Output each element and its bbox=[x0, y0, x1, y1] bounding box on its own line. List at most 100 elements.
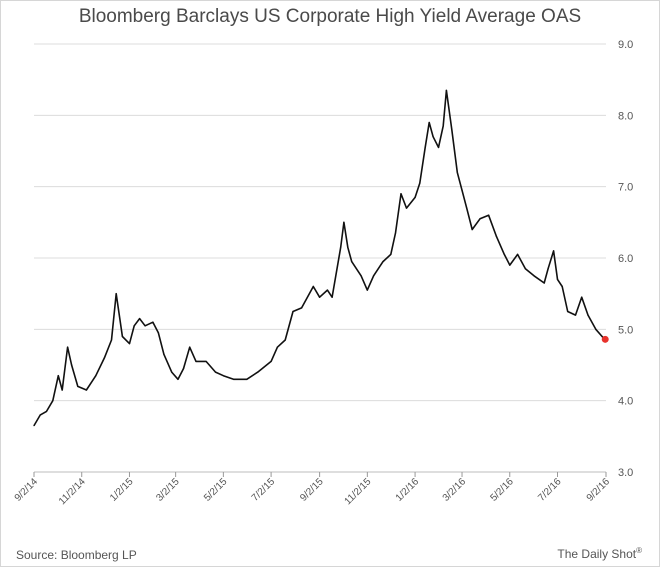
y-tick-label: 5.0 bbox=[618, 324, 633, 336]
data-point bbox=[394, 232, 397, 234]
data-point bbox=[533, 275, 535, 277]
data-point bbox=[331, 296, 333, 298]
y-tick-label: 8.0 bbox=[618, 110, 633, 122]
data-point bbox=[524, 268, 527, 270]
data-point bbox=[70, 364, 73, 366]
data-point bbox=[432, 136, 434, 138]
chart-title: Bloomberg Barclays US Corporate High Yie… bbox=[78, 6, 582, 27]
data-point bbox=[503, 253, 505, 256]
x-tick-label: 5/2/15 bbox=[202, 476, 230, 504]
brand-name: The Daily Shot bbox=[557, 547, 637, 561]
data-point bbox=[292, 310, 294, 313]
x-tick-label: 11/2/14 bbox=[57, 476, 88, 507]
data-point bbox=[587, 314, 589, 316]
data-point bbox=[77, 385, 79, 387]
data-point bbox=[351, 260, 353, 263]
data-point bbox=[471, 228, 473, 231]
x-tick-label: 1/2/15 bbox=[108, 476, 136, 504]
data-point bbox=[556, 278, 559, 280]
y-axis-ticks: 3.0 4.0 5.0 6.0 7.0 8.0 9.0 bbox=[618, 39, 633, 479]
x-axis: 9/2/14 11/2/14 1/2/15 3/2/15 5/2/15 7/2/15 9/2… bbox=[13, 472, 613, 507]
latest-value-marker bbox=[601, 335, 609, 343]
data-point bbox=[152, 321, 154, 323]
data-point bbox=[509, 264, 511, 266]
data-point bbox=[33, 425, 35, 427]
data-point bbox=[115, 293, 117, 295]
data-point bbox=[121, 335, 124, 338]
x-tick-label: 9/2/15 bbox=[298, 476, 326, 504]
data-point bbox=[246, 378, 248, 380]
data-point bbox=[95, 375, 97, 377]
data-point bbox=[214, 371, 217, 373]
data-point bbox=[424, 146, 426, 149]
data-point bbox=[343, 221, 345, 223]
data-point bbox=[39, 414, 41, 416]
series-layer bbox=[33, 89, 609, 427]
data-point bbox=[110, 339, 113, 341]
data-point bbox=[284, 339, 286, 341]
data-point bbox=[232, 378, 235, 380]
data-point bbox=[360, 275, 362, 277]
y-tick-label: 4.0 bbox=[618, 396, 633, 408]
data-point bbox=[144, 325, 146, 327]
data-point bbox=[195, 360, 197, 363]
y-tick-label: 7.0 bbox=[618, 182, 633, 194]
data-point bbox=[390, 253, 392, 256]
data-point bbox=[257, 371, 259, 373]
data-point bbox=[419, 182, 421, 184]
data-point bbox=[456, 171, 458, 173]
data-point bbox=[57, 375, 59, 377]
data-point bbox=[312, 285, 314, 288]
data-point bbox=[442, 125, 444, 127]
data-point bbox=[581, 296, 583, 298]
data-point bbox=[139, 318, 141, 320]
y-tick-label: 6.0 bbox=[618, 253, 633, 265]
x-tick-label: 7/2/16 bbox=[536, 476, 564, 504]
x-tick-label: 1/2/16 bbox=[394, 476, 422, 504]
data-point bbox=[177, 378, 179, 380]
source-note: Source: Bloomberg LP bbox=[16, 548, 137, 562]
data-point bbox=[52, 400, 54, 402]
data-point bbox=[595, 328, 597, 330]
data-point bbox=[301, 307, 303, 309]
data-point bbox=[495, 236, 498, 238]
data-point bbox=[516, 253, 519, 256]
data-point bbox=[347, 246, 349, 248]
x-tick-label: 5/2/16 bbox=[488, 476, 516, 504]
data-point bbox=[171, 371, 173, 373]
data-point bbox=[103, 357, 106, 359]
data-point bbox=[479, 218, 481, 220]
data-point bbox=[601, 335, 603, 338]
data-point bbox=[157, 332, 160, 334]
x-tick-label: 9/2/16 bbox=[585, 476, 613, 504]
data-point bbox=[428, 121, 430, 124]
data-point bbox=[574, 314, 577, 316]
data-point bbox=[128, 343, 131, 345]
data-point bbox=[445, 89, 447, 91]
data-point bbox=[61, 389, 63, 391]
data-point bbox=[222, 375, 224, 377]
data-point bbox=[561, 285, 563, 288]
x-tick-label: 7/2/15 bbox=[250, 476, 278, 504]
x-tick-label: 3/2/15 bbox=[154, 476, 182, 504]
data-point bbox=[547, 268, 549, 270]
data-point bbox=[133, 325, 135, 327]
data-point bbox=[326, 289, 329, 291]
data-point bbox=[373, 275, 375, 277]
data-point bbox=[414, 196, 416, 198]
data-point bbox=[340, 246, 342, 248]
data-point bbox=[45, 410, 48, 412]
data-point bbox=[163, 353, 165, 355]
data-point bbox=[182, 367, 185, 370]
data-point bbox=[437, 146, 440, 149]
x-tick-label: 3/2/16 bbox=[441, 476, 469, 504]
data-point bbox=[270, 360, 272, 363]
data-point bbox=[567, 310, 569, 313]
data-point bbox=[466, 207, 468, 209]
data-point bbox=[319, 296, 321, 298]
brand-credit: The Daily Shot® bbox=[557, 546, 642, 561]
data-point bbox=[189, 346, 191, 348]
y-tick-label: 9.0 bbox=[618, 39, 633, 51]
data-point bbox=[461, 189, 463, 191]
y-tick-label: 3.0 bbox=[618, 467, 633, 479]
